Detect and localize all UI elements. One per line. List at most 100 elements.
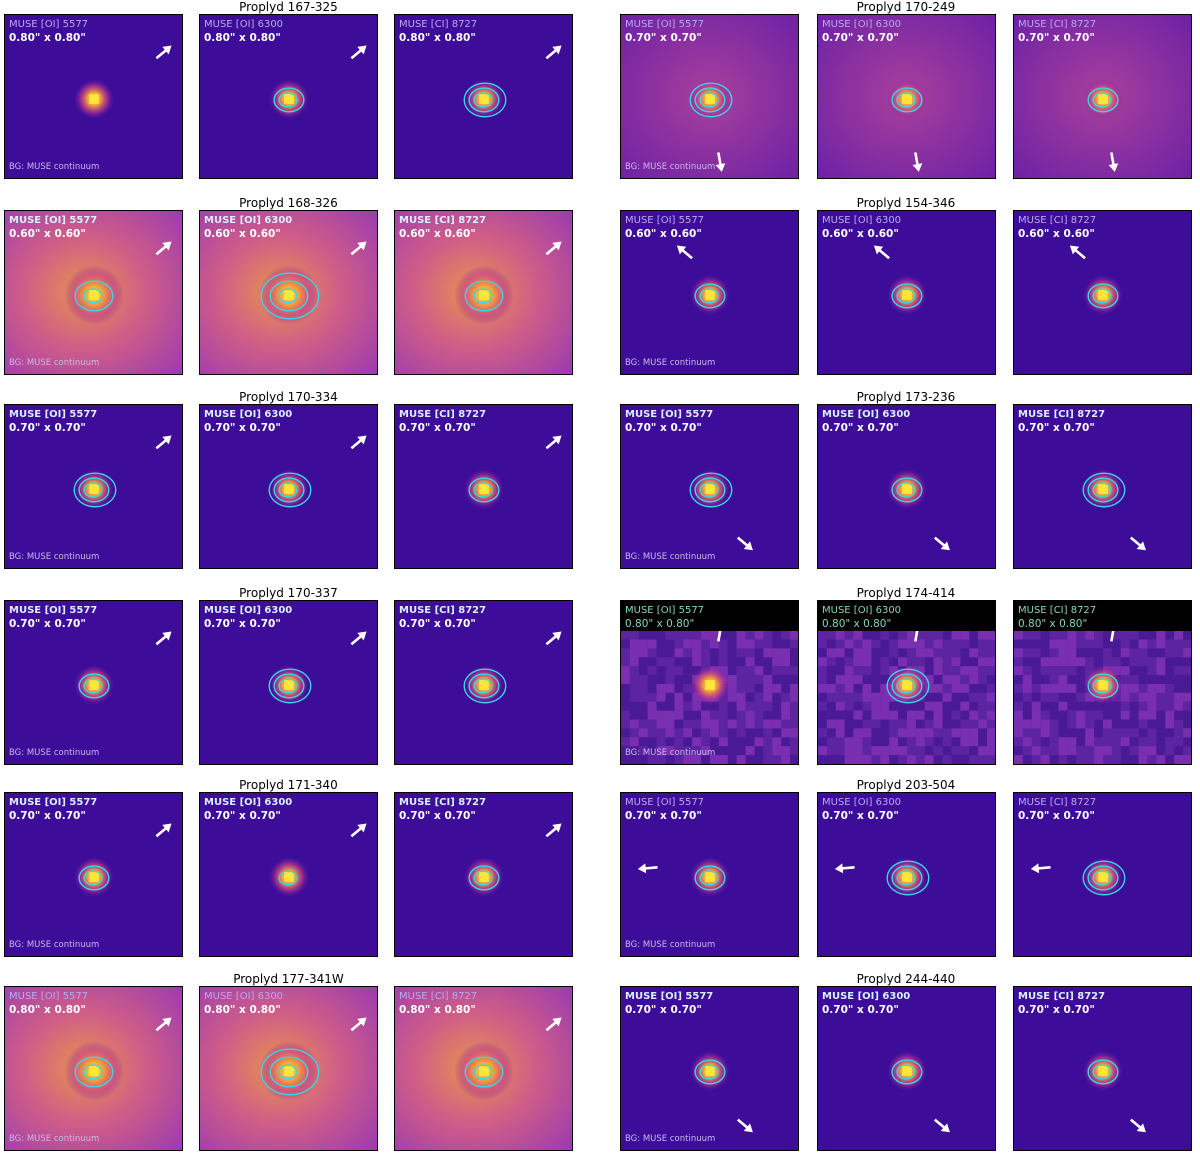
emission-contour [83,482,103,498]
panel-image [5,15,182,178]
group-title: Proplyd 173-236 [856,390,956,404]
image-panel: MUSE [OI] 6300 0.80" x 0.80" [199,14,378,179]
size-label: 0.80" x 0.80" [822,618,892,630]
emission-contour [473,870,493,886]
arrow-icon [350,241,367,256]
line-label: MUSE [OI] 5577 [625,797,705,808]
emission-contour [1092,678,1112,694]
size-label: 0.70" x 0.70" [1018,810,1095,822]
image-panel: MUSE [OI] 5577 0.80" x 0.80" BG: MUSE cont… [620,600,799,765]
line-label: MUSE [OI] 5577 [625,19,705,30]
background-note: BG: MUSE continuum [9,748,100,758]
arrow-icon [350,1017,367,1032]
emission-contour [273,477,305,503]
arrow-icon [1108,152,1119,172]
line-label: MUSE [OI] 6300 [822,409,911,420]
image-panel: MUSE [OI] 6300 0.60" x 0.60" [199,210,378,375]
arrow-icon [155,241,172,256]
group-title: Proplyd 170-249 [856,0,956,14]
emission-contour [694,1059,726,1085]
line-label: MUSE [CI] 8727 [1018,19,1097,30]
size-label: 0.70" x 0.70" [204,618,281,630]
emission-contour [78,673,110,699]
size-label: 0.70" x 0.70" [1018,32,1095,44]
image-panel: MUSE [CI] 8727 0.70" x 0.70" [1013,986,1192,1151]
line-label: MUSE [OI] 6300 [204,409,293,420]
emission-contour [74,280,114,312]
line-label: MUSE [OI] 5577 [9,215,98,226]
image-panel: MUSE [OI] 6300 0.70" x 0.70" [199,600,378,765]
emission-contour [278,288,298,304]
image-panel: MUSE [OI] 6300 0.70" x 0.70" [199,792,378,957]
emission-contour [1087,283,1119,309]
emission-contour [891,477,923,503]
arrow-icon [545,823,562,838]
emission-contour [83,870,103,886]
panel-image [200,211,377,374]
label-band [621,601,798,631]
size-label: 0.70" x 0.70" [399,810,476,822]
arrow-icon [545,1017,562,1032]
arrow-icon [545,631,562,646]
emission-contour [699,482,719,498]
emission-contour [278,482,298,498]
panel-image [621,15,798,178]
arrow-icon [350,631,367,646]
group-title: Proplyd 168-326 [239,196,338,210]
panel-image [5,601,182,764]
label-band [818,601,995,631]
emission-contour [268,472,312,508]
emission-contour [1087,673,1119,699]
size-label: 0.70" x 0.70" [822,32,899,44]
line-label: MUSE [CI] 8727 [1018,797,1097,808]
panel-image [1014,211,1191,374]
background-note: BG: MUSE continuum [625,940,716,950]
emission-contour [1092,92,1112,108]
arrow-icon [155,435,172,450]
arrow-icon [350,435,367,450]
size-label: 0.70" x 0.70" [9,618,86,630]
emission-contour [689,472,733,508]
emission-contour [278,92,298,108]
emission-contour [463,668,507,704]
size-label: 0.60" x 0.60" [399,228,476,240]
size-label: 0.70" x 0.70" [399,618,476,630]
emission-contour [694,283,726,309]
emission-contour [278,1064,298,1080]
group-title: Proplyd 154-346 [856,196,956,210]
emission-contour [83,288,103,304]
emission-contour [1092,1064,1112,1080]
background-note: BG: MUSE continuum [9,358,100,368]
line-label: MUSE [OI] 6300 [822,991,911,1002]
emission-contour [463,82,507,118]
size-label: 0.70" x 0.70" [1018,422,1095,434]
arrow-icon [676,245,693,260]
size-label: 0.70" x 0.70" [204,810,281,822]
arrow-icon [637,863,658,874]
line-label: MUSE [OI] 6300 [822,605,902,616]
arrow-icon [912,152,923,172]
panel-image [1014,15,1191,178]
emission-contour [1082,860,1126,896]
emission-contour [268,668,312,704]
line-label: MUSE [CI] 8727 [399,605,487,616]
line-label: MUSE [CI] 8727 [1018,409,1106,420]
emission-contour [694,477,726,503]
line-label: MUSE [OI] 6300 [204,797,293,808]
arrow-icon [545,241,562,256]
size-label: 0.60" x 0.60" [1018,228,1095,240]
arrow-icon [873,245,890,260]
emission-contour [699,92,719,108]
arrow-icon [933,536,950,551]
image-panel: MUSE [CI] 8727 0.70" x 0.70" [1013,14,1192,179]
panel-image [818,211,995,374]
emission-contour [83,678,103,694]
panel-image [395,793,572,956]
line-label: MUSE [CI] 8727 [1018,215,1097,226]
line-label: MUSE [OI] 5577 [9,409,98,420]
image-panel: MUSE [OI] 5577 0.70" x 0.70" BG: MUSE cont… [4,600,183,765]
emission-contour [278,870,298,886]
emission-contour [78,865,110,891]
emission-contour [468,673,500,699]
line-label: MUSE [OI] 6300 [822,797,902,808]
